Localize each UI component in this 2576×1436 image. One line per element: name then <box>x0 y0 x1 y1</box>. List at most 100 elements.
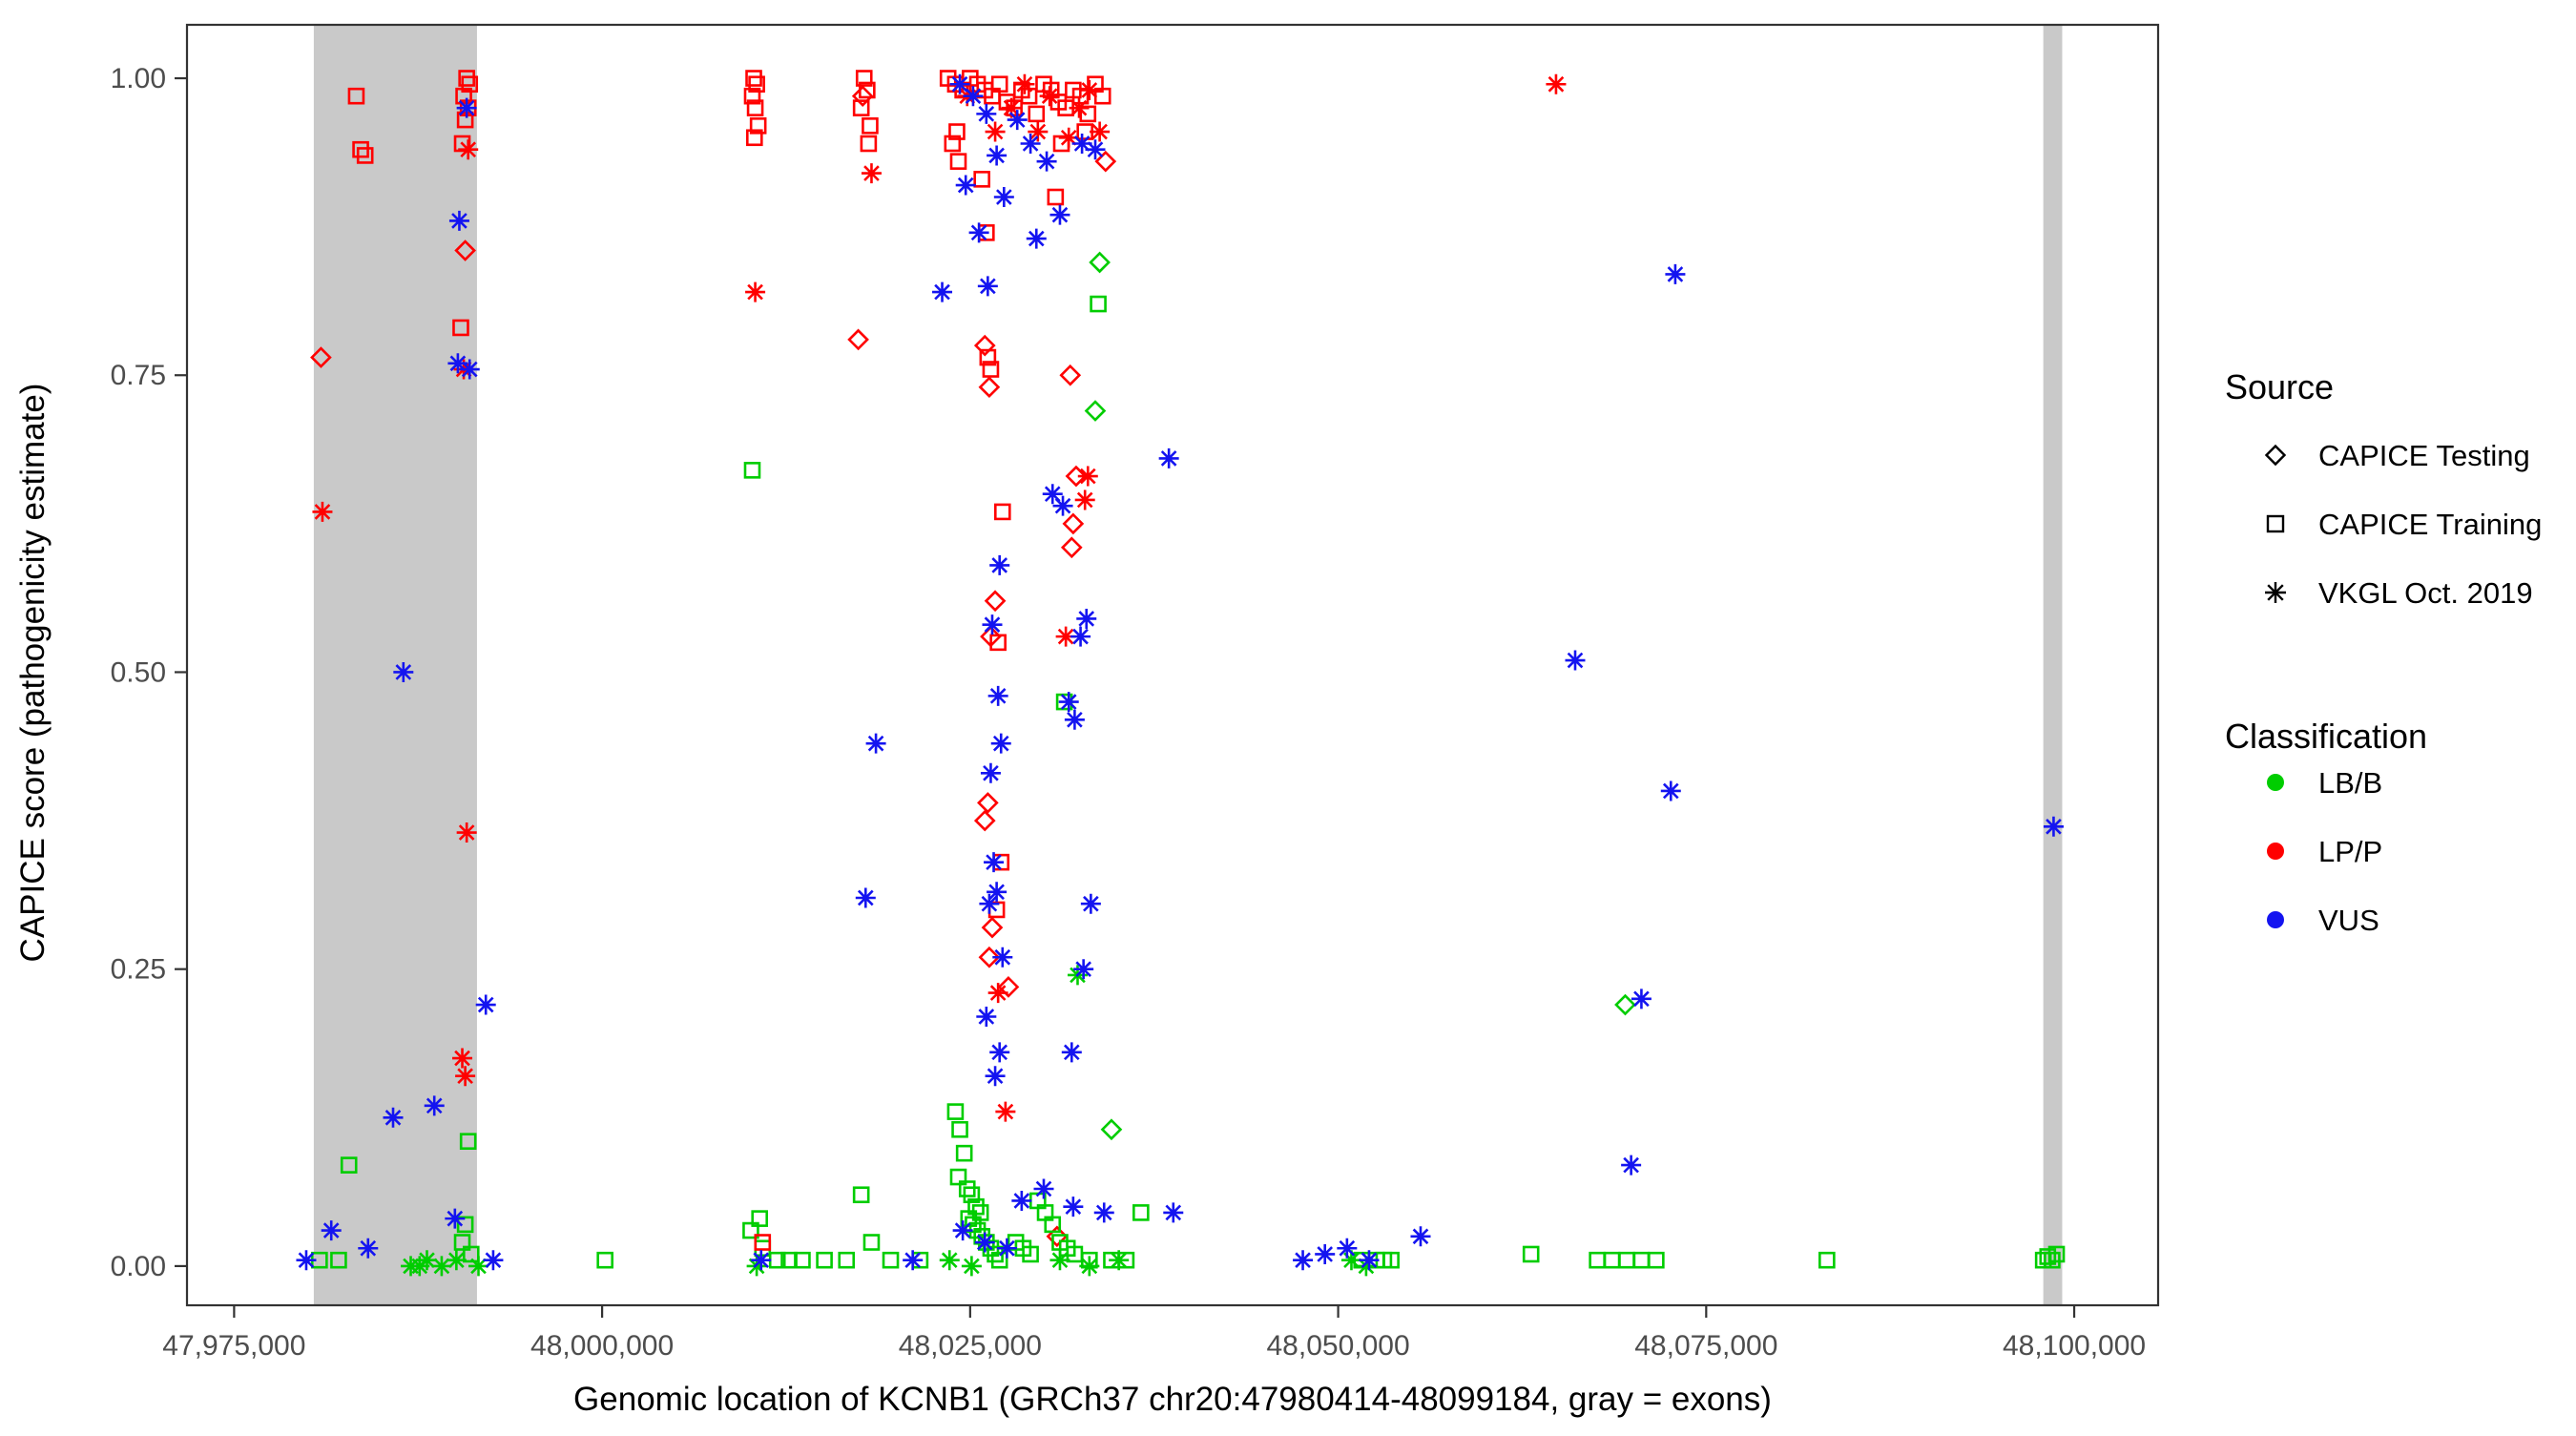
data-point <box>1614 993 1636 1016</box>
data-point <box>1090 295 1107 313</box>
data-point <box>946 1103 965 1120</box>
data-point <box>1660 780 1681 801</box>
data-point <box>1020 133 1041 154</box>
data-point <box>446 1250 467 1271</box>
data-point <box>1100 1118 1123 1141</box>
data-point <box>356 147 374 164</box>
data-point <box>984 590 1007 613</box>
data-point <box>955 1144 973 1162</box>
legend-label-lpp: LP/P <box>2318 835 2382 868</box>
legend-label-vus: VUS <box>2318 904 2379 937</box>
data-point <box>990 733 1011 754</box>
data-point <box>743 462 761 479</box>
data-point <box>1337 1238 1358 1259</box>
legend-label-vkgl: VKGL Oct. 2019 <box>2318 576 2533 610</box>
data-point <box>1356 1256 1377 1277</box>
data-point <box>424 1095 445 1116</box>
data-point <box>860 135 878 153</box>
data-point <box>1073 959 1094 980</box>
data-point <box>746 129 763 147</box>
data-point <box>452 319 469 337</box>
data-point <box>990 1251 1008 1269</box>
data-point <box>742 1221 759 1239</box>
y-axis: 0.00 0.25 0.50 0.75 1.00 <box>111 63 187 1282</box>
data-point <box>2039 1248 2057 1265</box>
data-point <box>794 1251 811 1269</box>
data-point <box>855 887 876 908</box>
vus-dot-icon <box>2267 911 2284 928</box>
data-point <box>456 97 477 118</box>
data-point <box>330 1251 347 1269</box>
data-point <box>340 1156 358 1174</box>
data-point <box>1158 447 1179 468</box>
data-point <box>456 822 477 843</box>
data-point <box>453 1234 471 1251</box>
data-point <box>743 87 761 105</box>
y-axis-title: CAPICE score (pathogenicity estimate) <box>14 384 52 963</box>
data-point <box>458 139 479 160</box>
data-point <box>459 359 480 380</box>
data-point <box>1085 139 1106 160</box>
data-point <box>978 946 1001 968</box>
data-point <box>751 1250 772 1271</box>
legend-item-lpp: LP/P <box>2267 835 2382 868</box>
data-point <box>447 353 468 374</box>
data-point <box>903 1250 924 1271</box>
data-point <box>1080 893 1101 914</box>
data-point <box>997 976 1020 998</box>
data-point <box>1044 1216 1062 1234</box>
data-point <box>1062 512 1085 535</box>
data-point <box>1094 150 1117 173</box>
data-point <box>1028 121 1049 142</box>
data-point <box>974 1232 995 1253</box>
data-point <box>1036 151 1057 172</box>
data-point <box>865 733 886 754</box>
data-point <box>976 1006 997 1027</box>
data-point <box>1315 1243 1336 1264</box>
legend-item-vus: VUS <box>2267 904 2379 937</box>
data-point <box>454 239 476 261</box>
data-point <box>748 75 765 94</box>
data-point <box>1060 536 1083 559</box>
y-tick-label: 0.75 <box>111 360 166 391</box>
legend-item-lbb: LB/B <box>2267 766 2382 800</box>
data-point <box>847 328 869 351</box>
data-point <box>989 554 1010 575</box>
data-point <box>852 1186 870 1204</box>
data-point <box>951 1120 968 1138</box>
data-point <box>417 1250 437 1271</box>
data-point <box>976 103 997 124</box>
data-point <box>948 123 966 140</box>
data-point <box>979 348 997 366</box>
data-point <box>1084 400 1107 422</box>
data-point <box>949 73 970 94</box>
data-point <box>1065 465 1088 488</box>
data-point <box>1064 709 1085 730</box>
data-point <box>393 661 414 682</box>
data-point <box>1076 608 1097 629</box>
exon-band <box>2043 26 2063 1304</box>
data-point <box>1011 1190 1032 1211</box>
data-point <box>978 376 1001 399</box>
data-point <box>1648 1251 1665 1269</box>
data-point <box>981 916 1004 939</box>
data-point <box>321 1220 342 1241</box>
data-point <box>1042 484 1063 505</box>
data-point <box>995 1101 1016 1122</box>
data-point <box>1028 105 1046 123</box>
data-point <box>1047 188 1065 206</box>
data-point <box>1058 692 1079 713</box>
x-tick-label: 48,075,000 <box>1634 1330 1777 1362</box>
data-point <box>1071 133 1092 154</box>
data-point <box>985 1066 1006 1087</box>
data-point <box>312 501 333 522</box>
data-point <box>483 1250 504 1271</box>
data-point <box>1818 1251 1836 1269</box>
data-point <box>475 994 496 1015</box>
data-point <box>852 99 870 116</box>
data-point <box>979 893 1000 914</box>
data-point <box>596 1251 613 1269</box>
square-icon <box>2266 514 2285 533</box>
data-point <box>456 1216 474 1234</box>
